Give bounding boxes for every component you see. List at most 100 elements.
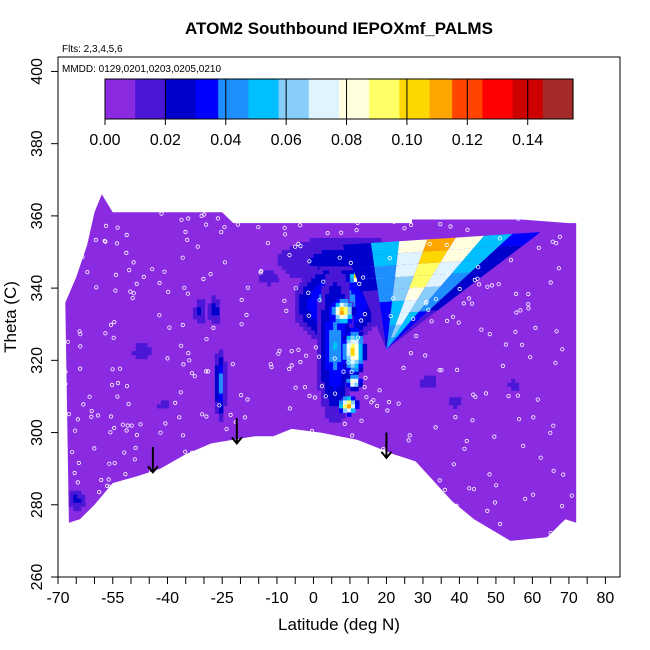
sample-point bbox=[258, 270, 263, 275]
sample-point bbox=[198, 452, 203, 458]
sample-point bbox=[492, 214, 497, 219]
sample-point bbox=[471, 392, 476, 397]
sample-point bbox=[303, 434, 308, 439]
heat-cell-2 bbox=[215, 315, 221, 320]
sample-point bbox=[559, 503, 565, 509]
heat-cell-7 bbox=[341, 253, 347, 259]
sample-point bbox=[293, 286, 298, 291]
sample-point bbox=[341, 369, 346, 374]
heat-cell-9 bbox=[337, 334, 342, 339]
heat-cell-8 bbox=[359, 314, 364, 319]
colorbar-tick-label: 0.10 bbox=[391, 132, 422, 149]
heat-cell-9 bbox=[325, 322, 330, 327]
heat-cell-17 bbox=[457, 401, 462, 406]
heat-cell-9 bbox=[317, 306, 322, 311]
heat-cell-7 bbox=[277, 249, 283, 255]
heat-cell-8 bbox=[315, 282, 320, 287]
heat-cell-6 bbox=[267, 274, 272, 279]
sample-point bbox=[204, 369, 209, 374]
heat-cell-3 bbox=[127, 359, 133, 364]
x-axis: -70 -55 -40 -25 -10 0 10 20 30 40 50 60 70 80 bbox=[46, 577, 614, 607]
plume-cell bbox=[372, 253, 398, 267]
heat-cell-18 bbox=[503, 386, 508, 392]
heat-cell-16 bbox=[432, 367, 437, 373]
heat-cell-11 bbox=[358, 359, 364, 365]
heat-cell-7 bbox=[285, 269, 291, 275]
sample-point bbox=[377, 388, 382, 393]
sample-point bbox=[339, 514, 344, 519]
heat-cell-7 bbox=[301, 253, 307, 259]
heat-cell-8 bbox=[363, 326, 368, 331]
sample-point bbox=[162, 269, 167, 274]
heat-cell-15 bbox=[339, 404, 344, 409]
sample-point bbox=[284, 308, 289, 313]
heat-cell-16 bbox=[416, 383, 421, 389]
colorbar-swatch bbox=[293, 79, 302, 119]
heat-cell-7 bbox=[285, 245, 291, 251]
sample-point bbox=[282, 298, 287, 303]
sample-point bbox=[180, 473, 185, 478]
heat-cell-18 bbox=[507, 374, 512, 380]
heat-cell-7 bbox=[313, 249, 319, 255]
heat-cell-9 bbox=[337, 362, 342, 367]
sample-point bbox=[516, 417, 522, 422]
heat-cell-1 bbox=[205, 311, 210, 316]
heat-cell-1 bbox=[201, 323, 206, 328]
heat-cell-11 bbox=[358, 367, 364, 373]
heat-cell-8 bbox=[335, 266, 340, 271]
sample-point bbox=[186, 216, 191, 221]
sample-point bbox=[548, 430, 553, 435]
heat-cell-17 bbox=[461, 401, 466, 406]
heat-cell-9 bbox=[325, 386, 330, 391]
heat-cell-9 bbox=[333, 322, 338, 327]
heat-cell-8 bbox=[311, 278, 316, 283]
heat-cell-16 bbox=[428, 379, 433, 385]
plume-cell bbox=[381, 313, 391, 326]
heat-cell-7 bbox=[289, 265, 295, 271]
sample-point bbox=[187, 476, 192, 481]
heat-cell-3 bbox=[147, 335, 153, 340]
heat-cell-11 bbox=[350, 371, 356, 377]
sample-point bbox=[204, 337, 209, 342]
heat-cell-7 bbox=[333, 233, 339, 239]
plume-cell bbox=[390, 300, 405, 314]
sample-point bbox=[551, 423, 556, 428]
heat-cell-17 bbox=[453, 405, 458, 410]
heat-cell-7 bbox=[281, 253, 287, 259]
sample-point bbox=[569, 493, 574, 498]
flight-sample-points bbox=[63, 199, 574, 536]
sample-point bbox=[413, 333, 419, 339]
heat-cell-9 bbox=[345, 282, 350, 287]
sample-point bbox=[256, 225, 261, 230]
heat-cell-6 bbox=[255, 278, 260, 283]
heat-cell-5 bbox=[156, 404, 162, 409]
colorbar-swatch bbox=[490, 79, 499, 119]
heat-cell-17 bbox=[449, 389, 454, 394]
heat-cell-1 bbox=[201, 299, 206, 304]
arrow-head-0 bbox=[147, 465, 159, 474]
sample-point bbox=[107, 461, 112, 466]
heat-cell-7 bbox=[337, 245, 343, 251]
sample-point bbox=[408, 222, 414, 227]
sample-point bbox=[548, 280, 553, 285]
heat-cell-8 bbox=[307, 282, 312, 287]
heat-cell-18 bbox=[519, 382, 524, 388]
heat-cell-7 bbox=[301, 237, 307, 243]
sample-point bbox=[124, 428, 129, 433]
colorbar-swatch bbox=[512, 79, 521, 119]
plume-cell bbox=[506, 243, 549, 259]
plume-cell bbox=[418, 250, 449, 264]
sample-point bbox=[489, 283, 495, 288]
heat-cell-8 bbox=[359, 322, 364, 327]
heat-cell-3 bbox=[147, 363, 153, 368]
sample-point bbox=[379, 498, 384, 503]
heat-cell-7 bbox=[353, 233, 359, 239]
heat-cell-7 bbox=[297, 237, 303, 243]
heat-cell-11 bbox=[362, 351, 368, 357]
heat-cell-9 bbox=[337, 346, 342, 351]
heat-cell-9 bbox=[325, 302, 330, 307]
heat-cell-2 bbox=[207, 315, 213, 320]
sample-point bbox=[437, 478, 442, 483]
colorbar-swatch bbox=[218, 79, 227, 119]
sample-point bbox=[113, 272, 119, 277]
